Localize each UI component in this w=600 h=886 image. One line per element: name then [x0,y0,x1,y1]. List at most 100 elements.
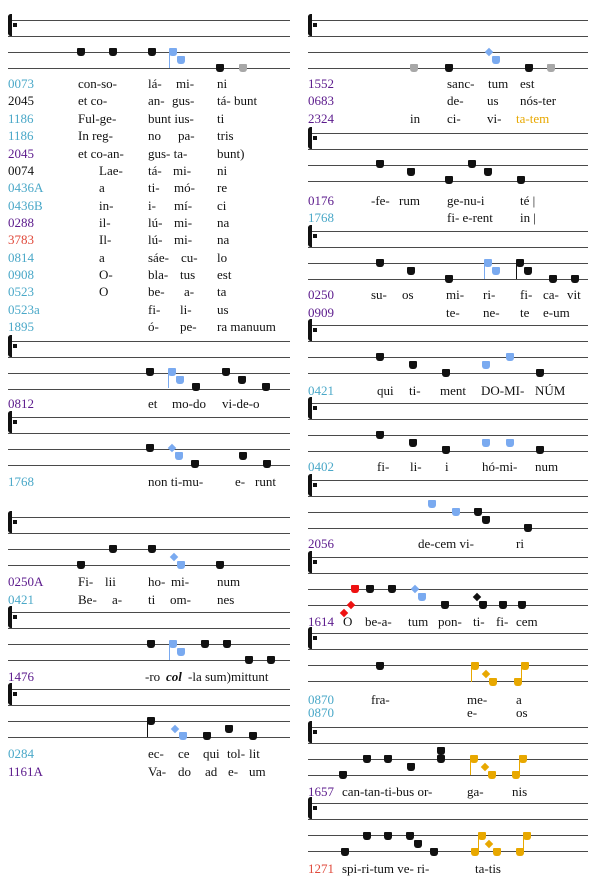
lyric-syllable: sáe- [148,250,169,265]
lyric-syllable: nós-ter [520,93,557,108]
chant-id-label[interactable]: 1161A [8,764,43,779]
lyric-syllable: pon- [438,614,462,629]
chant-id-label[interactable]: 1186 [8,128,34,143]
neume-note-icon [169,48,177,56]
chant-id-label[interactable]: 0812 [8,396,34,411]
lyric-syllable: gus- [172,93,195,108]
lyric-syllable: bla- [148,267,169,282]
neume-note-icon [452,508,460,516]
lyric-syllable: lú- [148,232,163,247]
lyric-syllable: i- [148,198,156,213]
liquescent-diamond-note-icon [481,669,491,679]
lyric-syllable: ti [217,111,225,126]
neume-note-icon [201,640,209,648]
neume-note-icon [468,160,476,168]
liquescent-diamond-note-icon [346,600,356,610]
chant-id-label[interactable]: 2056 [308,536,334,551]
chant-id-label[interactable]: 0250 [308,287,334,302]
staff-line [308,149,588,150]
lyric-syllable: vi-de-o [222,396,260,411]
staff-line [308,819,588,820]
chant-id-label[interactable]: 3783 [8,232,34,247]
staff-line [308,649,588,650]
chant-id-label[interactable]: 0909 [308,305,334,320]
lyric-syllable: na [217,232,230,247]
neume-note-icon [168,368,176,376]
chant-id-label[interactable]: 1476 [8,669,34,684]
staff-line [308,133,588,134]
staff-line [8,705,290,706]
neume-note-icon [506,439,514,447]
chant-id-label[interactable]: 0523a [8,302,40,317]
lyric-syllable: ni [217,76,228,91]
lyric-syllable: lit [249,746,260,761]
lyric-syllable: tus [180,267,196,282]
lyric-syllable: can-tan-ti-bus or- [342,784,433,799]
staff-line [308,325,588,326]
chant-id-label[interactable]: 0176 [308,193,334,208]
chant-id-label[interactable]: 0683 [308,93,334,108]
lyric-syllable: no [148,128,161,143]
neume-note-icon [516,259,524,267]
lyric-syllable: Be- [78,592,97,607]
neume-note-icon [418,593,426,601]
lyric-syllable: fra- [371,692,390,707]
chant-id-label[interactable]: 0284 [8,746,34,761]
lyric-syllable: a- [112,592,123,607]
lyric-syllable: lú- [148,215,163,230]
chant-id-label[interactable]: 1768 [308,210,334,225]
liquescent-diamond-note-icon [410,584,420,594]
lyric-syllable: de- [447,93,464,108]
lyric-syllable: lii [105,574,116,589]
staff-line [308,633,588,634]
chant-id-label[interactable]: 0814 [8,250,34,265]
chant-id-label[interactable]: 1271 [308,861,334,876]
lyric-syllable: ment [440,383,466,398]
lyric-syllable: na [217,215,230,230]
chant-id-label[interactable]: 1552 [308,76,334,91]
lyric-syllable: tum [488,76,509,91]
lyric-syllable: a- [184,284,195,299]
chant-id-label[interactable]: 0074 [8,163,34,178]
c-clef-icon [308,721,317,743]
chant-id-label[interactable]: 0421 [8,592,34,607]
chant-id-label[interactable]: 2324 [308,111,334,126]
lyric-syllable: ta-tem [516,111,550,126]
neume-note-icon [363,755,371,763]
neume-note-icon [225,725,233,733]
chant-id-label[interactable]: 1186 [8,111,34,126]
lyric-syllable: um [249,764,266,779]
chant-id-label[interactable]: 1657 [308,784,334,799]
neume-note-icon [407,168,415,176]
chant-id-label[interactable]: 0908 [8,267,34,282]
lyric-syllable: e- [235,474,246,489]
chant-id-label[interactable]: 0402 [308,459,334,474]
lyric-syllable: us [487,93,499,108]
neume-note-icon [376,431,384,439]
c-clef-icon [308,127,317,149]
neume-note-icon [147,640,155,648]
chant-id-label[interactable]: 0421 [308,383,334,398]
neume-note-icon [536,369,544,377]
chant-id-label[interactable]: 0436A [8,180,44,195]
chant-id-label[interactable]: 0250A [8,574,44,589]
neume-note-icon [471,848,479,856]
chant-id-label[interactable]: 0870 [308,692,334,707]
neume-note-icon [238,376,246,384]
lyric-syllable: su- [371,287,387,302]
chant-id-label[interactable]: 1895 [8,319,34,334]
chant-id-label[interactable]: 1614 [308,614,334,629]
chant-id-label[interactable]: 0870 [308,705,334,720]
chant-id-label[interactable]: 2045 [8,146,34,161]
lyric-syllable: te- [446,305,460,320]
note-stem [484,263,486,279]
chant-id-label[interactable]: 0523 [8,284,34,299]
chant-id-label[interactable]: 1768 [8,474,34,489]
lyric-syllable: in | [520,210,536,225]
chant-id-label[interactable]: 0436B [8,198,43,213]
chant-id-label[interactable]: 0073 [8,76,34,91]
chant-id-label[interactable]: 0288 [8,215,34,230]
chant-id-label[interactable]: 2045 [8,93,34,108]
lyric-syllable: ti- [409,383,421,398]
lyric-syllable: tá- [148,163,162,178]
